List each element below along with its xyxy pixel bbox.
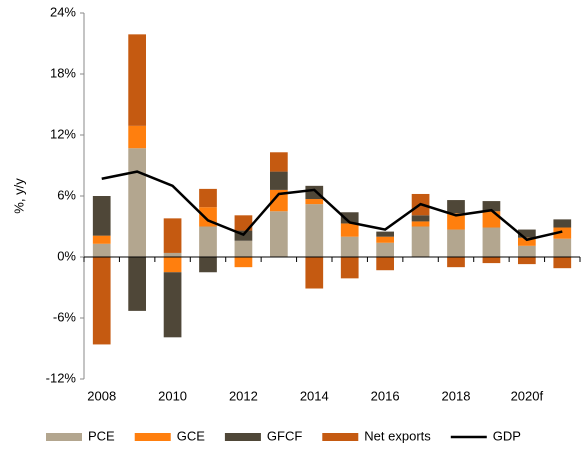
y-tick-label: -12%: [46, 370, 77, 385]
bar-segment: [234, 215, 253, 231]
bar-segment: [411, 226, 430, 257]
bar-segment: [447, 229, 465, 257]
legend-label: GDP: [493, 428, 521, 443]
bar-segment: [270, 211, 288, 257]
y-tick-label: -6%: [53, 309, 77, 324]
bar-segment: [447, 200, 465, 214]
bar-segment: [234, 257, 253, 268]
bar-segment: [518, 237, 536, 246]
legend-label: Net exports: [364, 428, 431, 443]
x-tick-label: 2014: [300, 388, 329, 403]
bar-segment: [482, 211, 501, 228]
legend-swatch: [134, 433, 171, 441]
bar-segment: [305, 199, 324, 205]
legend-label: PCE: [88, 428, 115, 443]
y-tick-label: 6%: [57, 187, 76, 202]
line: [101, 170, 563, 242]
bar-segment: [340, 236, 359, 257]
bar-segment: [163, 272, 182, 338]
bar-segment: [270, 189, 288, 212]
bar-segment: [553, 219, 572, 228]
bar-segment: [553, 227, 572, 239]
y-tick-label: 12%: [50, 126, 76, 141]
bar-segment: [553, 238, 572, 257]
bar-segment: [92, 196, 111, 236]
legend-label: GFCF: [267, 428, 302, 443]
bar-segment: [128, 257, 146, 311]
x-tick-label: 2020f: [511, 388, 544, 403]
bar-segment: [482, 201, 501, 212]
x-tick-label: 2018: [442, 388, 471, 403]
bar-segment: [163, 252, 182, 257]
x-tick-label: 2016: [371, 388, 400, 403]
y-tick-label: 18%: [50, 65, 76, 80]
bar-segment: [447, 213, 465, 230]
bar-segment: [553, 257, 572, 269]
bar-segment: [518, 257, 536, 265]
bar-segment: [376, 236, 394, 243]
bar-segment: [518, 245, 536, 257]
legend-label: GCE: [177, 428, 206, 443]
bar-segment: [376, 257, 394, 271]
legend-swatch: [322, 433, 359, 441]
x-tick-label: 2012: [229, 388, 258, 403]
legend-swatch: [224, 433, 261, 441]
bar-segment: [270, 171, 288, 190]
bar-segment: [128, 148, 146, 257]
bar-segment: [199, 188, 217, 208]
bar-segment: [447, 257, 465, 268]
bar-segment: [340, 212, 359, 224]
bar-segment: [92, 243, 111, 257]
bar-segment: [163, 257, 182, 273]
bar-segment: [163, 218, 182, 253]
bar-segment: [128, 34, 146, 126]
bar-segment: [234, 240, 253, 257]
bar-segment: [482, 257, 501, 264]
bar-segment: [199, 226, 217, 257]
bar-segment: [92, 257, 111, 345]
bar-segment: [305, 185, 324, 200]
y-tick-label: 24%: [50, 4, 76, 19]
bar-segment: [92, 235, 111, 244]
bar-segment: [376, 231, 394, 237]
bar-segment: [128, 125, 146, 149]
bar-segment: [411, 221, 430, 227]
bar-segment: [305, 204, 324, 257]
bar-segment: [270, 152, 288, 172]
bar-segment: [340, 257, 359, 279]
bar-segment: [199, 257, 217, 273]
x-tick-label: 2008: [87, 388, 116, 403]
x-tick-label: 2010: [158, 388, 187, 403]
bar-segment: [376, 242, 394, 257]
y-tick-label: 0%: [57, 248, 76, 263]
bar-segment: [340, 223, 359, 237]
y-axis-label: %, y/y: [11, 178, 26, 214]
bar-segment: [411, 215, 430, 222]
legend-swatch: [46, 433, 82, 441]
bar-segment: [482, 227, 501, 257]
bar-segment: [518, 229, 536, 238]
bar-segment: [305, 257, 324, 289]
